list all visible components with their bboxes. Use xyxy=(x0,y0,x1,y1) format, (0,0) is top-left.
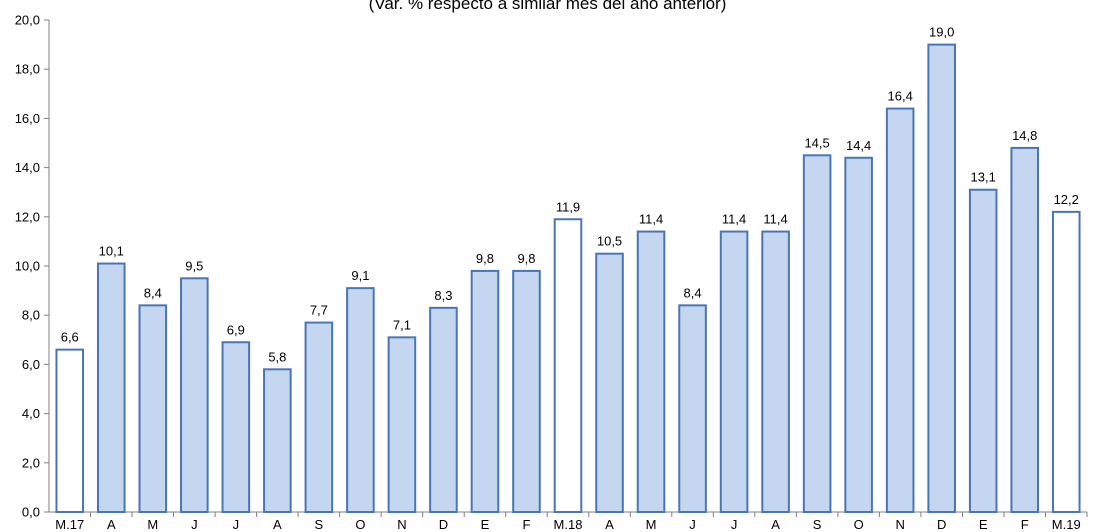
data-labels: 6,6 10,1 8,4 9,5 6,9 5,8 7,7 9,1 7,1 8,3 9,8 9,8 11,… xyxy=(61,25,1079,365)
chart-subtitle: (Var. % respecto a similar mes del año a… xyxy=(368,0,727,13)
x-tick-label: J xyxy=(233,517,240,532)
y-tick-label: 14,0 xyxy=(15,160,40,175)
bar xyxy=(221,341,251,514)
bar-data-label: 5,8 xyxy=(268,349,286,364)
x-tick-label: D xyxy=(937,517,946,532)
x-tick-label: E xyxy=(979,517,988,532)
bar xyxy=(1010,146,1040,513)
x-tick-label: M.18 xyxy=(554,517,583,532)
bar xyxy=(96,262,126,514)
bar-data-label: 11,4 xyxy=(639,212,663,227)
bar xyxy=(346,287,375,514)
y-tick-label: 10,0 xyxy=(15,259,40,274)
y-tick-label: 0,0 xyxy=(22,505,40,520)
bar xyxy=(885,107,915,513)
bars xyxy=(55,43,1081,514)
x-tick-label: J xyxy=(731,517,738,532)
bar-data-label: 14,4 xyxy=(846,138,871,153)
bar-data-label: 10,5 xyxy=(597,234,622,249)
bar-data-label: 13,1 xyxy=(971,170,996,185)
bar xyxy=(387,336,417,513)
x-tick-label: J xyxy=(191,517,198,532)
bar-data-label: 12,2 xyxy=(1054,192,1079,207)
x-tick-label: F xyxy=(523,517,531,532)
bar-data-label: 9,1 xyxy=(351,268,369,283)
x-tick-label: S xyxy=(315,517,324,532)
x-tick-label: A xyxy=(273,517,282,532)
bar xyxy=(304,321,334,513)
bar-data-label: 9,8 xyxy=(517,251,535,266)
bar-data-label: 16,4 xyxy=(888,89,913,104)
bar xyxy=(138,304,168,513)
bar xyxy=(470,269,500,514)
bar xyxy=(761,230,790,513)
bar-data-label: 8,3 xyxy=(434,288,452,303)
bar-data-label: 14,5 xyxy=(804,135,829,150)
bar xyxy=(595,252,624,513)
bar-data-label: 9,5 xyxy=(185,258,203,273)
bar xyxy=(180,277,209,513)
y-tick-label: 4,0 xyxy=(22,406,40,421)
bar-highlighted xyxy=(553,218,583,513)
x-tick-label: F xyxy=(1021,517,1029,532)
bar xyxy=(263,368,292,513)
bar-data-label: 11,9 xyxy=(556,199,580,214)
x-tick-label: M xyxy=(147,517,158,532)
bar-data-label: 8,4 xyxy=(144,285,162,300)
y-tick-label: 8,0 xyxy=(22,308,40,323)
x-tick-label: N xyxy=(895,517,904,532)
bar xyxy=(844,156,873,513)
x-tick-label: A xyxy=(771,517,780,532)
bar-data-label: 19,0 xyxy=(929,25,954,40)
bar xyxy=(927,43,956,513)
bar-data-label: 6,6 xyxy=(61,330,79,345)
bar xyxy=(636,230,666,513)
x-tick-label: M.19 xyxy=(1052,517,1081,532)
bar-data-label: 10,1 xyxy=(99,244,124,259)
x-tick-label: D xyxy=(439,517,448,532)
x-tick-label: J xyxy=(689,517,696,532)
bar xyxy=(678,304,707,513)
bar xyxy=(802,154,832,514)
bar-data-label: 8,4 xyxy=(684,285,702,300)
x-tick-label: A xyxy=(107,517,116,532)
x-tick-label: M.17 xyxy=(55,517,84,532)
bar-data-label: 7,7 xyxy=(310,303,328,318)
bar-highlighted xyxy=(1051,210,1081,513)
bar xyxy=(429,306,458,513)
y-tick-label: 16,0 xyxy=(15,111,40,126)
bar-data-label: 9,8 xyxy=(476,251,494,266)
x-tick-label: O xyxy=(355,517,365,532)
bar xyxy=(512,269,541,514)
y-tick-label: 18,0 xyxy=(15,62,40,77)
bar-highlighted xyxy=(55,348,85,514)
bar-data-label: 11,4 xyxy=(722,212,746,227)
x-tick-label: A xyxy=(605,517,614,532)
x-tick-label: S xyxy=(813,517,822,532)
bar-data-label: 7,1 xyxy=(393,317,411,332)
x-tick-label: N xyxy=(397,517,406,532)
y-tick-label: 2,0 xyxy=(22,455,40,470)
x-axis: M.17 A M J J A S O N D E F M.18 A M J J A S O N D E F M.19 xyxy=(49,511,1088,532)
x-tick-label: E xyxy=(481,517,490,532)
x-tick-label: M xyxy=(646,517,657,532)
bar xyxy=(968,188,998,514)
y-tick-label: 6,0 xyxy=(22,357,40,372)
x-tick-label: O xyxy=(854,517,864,532)
y-axis: 0,0 2,0 4,0 6,0 8,0 10,0 12,0 14,0 16,0 18,0 20,0 xyxy=(15,13,50,520)
y-tick-label: 20,0 xyxy=(15,13,40,28)
bar-data-label: 11,4 xyxy=(763,212,787,227)
y-tick-label: 12,0 xyxy=(15,209,40,224)
bar xyxy=(719,230,749,513)
bar-data-label: 6,9 xyxy=(227,322,245,337)
bar-data-label: 14,8 xyxy=(1012,128,1037,143)
